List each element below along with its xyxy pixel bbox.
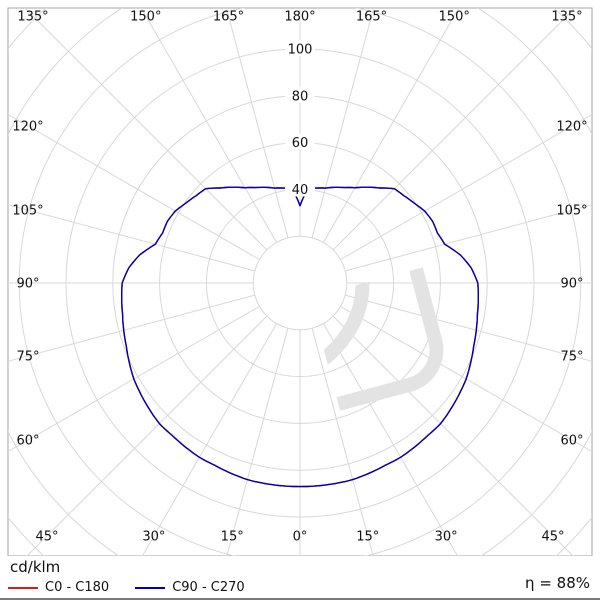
legend-swatch-c90-c270 <box>135 586 166 589</box>
angle-label: 105° <box>12 204 43 219</box>
angle-label: 135° <box>551 10 582 25</box>
angle-label: 150° <box>130 10 161 25</box>
angle-label: 30° <box>435 530 458 545</box>
bottom-rule <box>0 598 600 600</box>
legend-label-c90-c270: C90 - C270 <box>172 580 245 595</box>
angle-label: 0° <box>293 530 308 545</box>
angle-label: 135° <box>17 10 48 25</box>
angle-label: 105° <box>556 204 587 219</box>
legend-swatch-c0-c180 <box>8 586 38 589</box>
ring-label: 60 <box>292 136 309 151</box>
legend: cd/klm C0 - C180 C90 - C270 η = 88% <box>0 556 600 600</box>
angle-label: 90° <box>560 277 583 292</box>
angle-label: 165° <box>213 10 244 25</box>
angle-label: 150° <box>439 10 470 25</box>
polar-chart-svg: 40 60 80 100 0° 15° 15° 30° 30° 45° 45° 60° 60° 75° 75… <box>7 7 593 556</box>
angle-label: 120° <box>12 120 43 135</box>
legend-row: C0 - C180 C90 - C270 <box>8 580 271 595</box>
angle-label: 90° <box>16 277 39 292</box>
angle-label: 15° <box>221 530 244 545</box>
curve-c90-c270 <box>121 186 479 488</box>
angle-label: 30° <box>142 530 165 545</box>
units-label: cd/klm <box>10 558 61 576</box>
efficiency-label: η = 88% <box>525 574 590 592</box>
angle-label: 180° <box>284 10 315 25</box>
angle-label: 45° <box>35 530 58 545</box>
angle-label: 75° <box>560 349 583 364</box>
angle-label: 165° <box>356 10 387 25</box>
legend-label-c0-c180: C0 - C180 <box>45 580 110 595</box>
angle-label: 120° <box>556 120 587 135</box>
angle-label: 15° <box>356 530 379 545</box>
ring-label: 80 <box>292 89 309 104</box>
ring-label: 40 <box>292 183 309 198</box>
angle-label: 45° <box>541 530 564 545</box>
ring-label: 100 <box>288 43 313 58</box>
angle-label: 60° <box>16 434 39 449</box>
angle-label: 75° <box>16 349 39 364</box>
angle-label: 60° <box>560 434 583 449</box>
